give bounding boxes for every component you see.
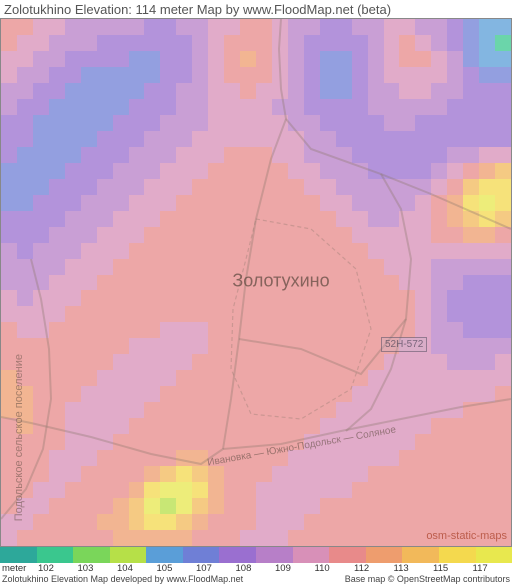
attribution-left: Zolotukhino Elevation Map developed by w… (2, 574, 243, 584)
footer: meter 1021031041051071081091101121131151… (0, 547, 512, 582)
region-label: Подольское сельское поселение (13, 354, 25, 521)
page-title: Zolotukhino Elevation: 114 meter Map by … (0, 0, 512, 18)
route-badge: 52H-572 (381, 337, 427, 352)
attribution-right: Base map © OpenStreetMap contributors (345, 574, 510, 584)
place-label: Золотухино (232, 271, 329, 292)
scale-unit: meter (0, 563, 38, 574)
osm-credit: osm-static-maps (426, 530, 507, 542)
elevation-map: Золотухино 52H-572 Ивановка — Южно-Подол… (0, 18, 512, 547)
color-legend (0, 547, 512, 563)
scale-row: meter 1021031041051071081091101121131151… (0, 563, 512, 574)
scale-values: 102103104105107108109110112113115117 (38, 563, 512, 574)
